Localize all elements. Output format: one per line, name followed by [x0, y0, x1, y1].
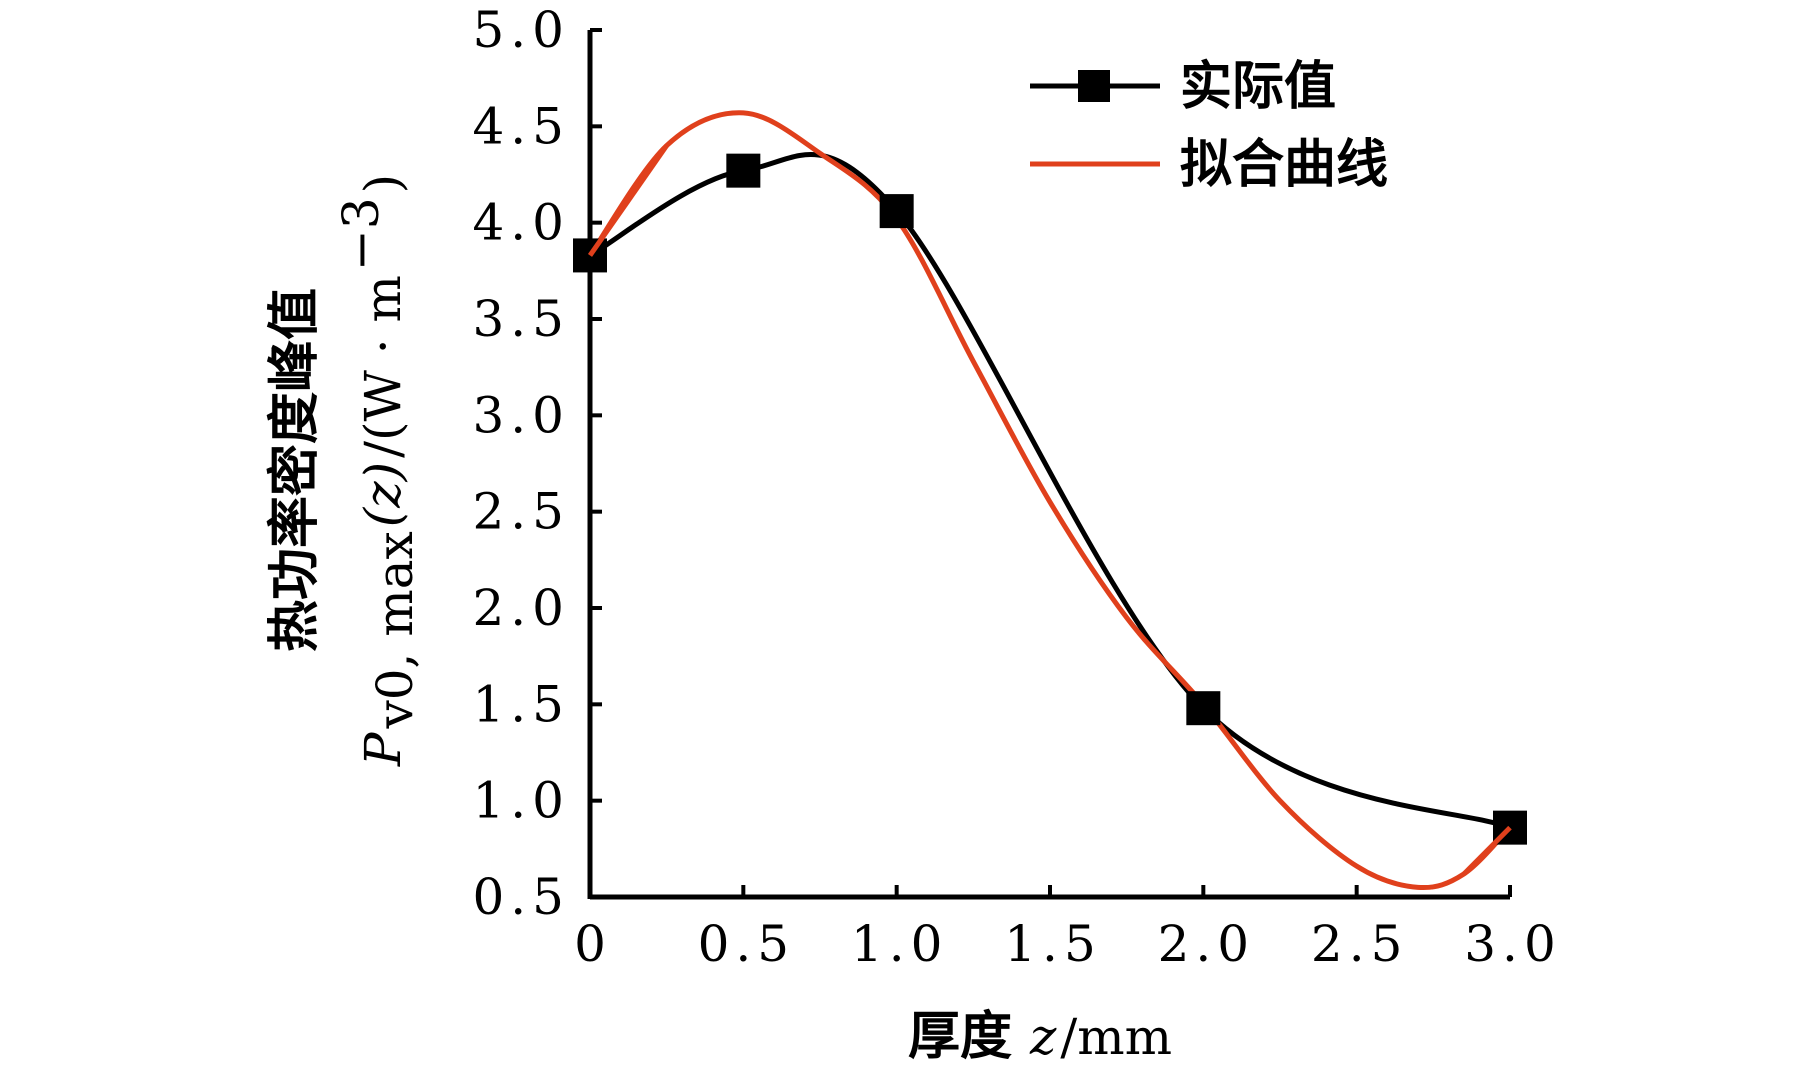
legend: 实际值 拟合曲线 — [1030, 57, 1388, 195]
x-axis-title: 厚度 z /mm — [908, 1007, 1172, 1067]
y-axis-title-line1-group: 热功率密度峰值 — [265, 288, 325, 652]
actual-point-marker — [726, 153, 761, 188]
y-tick-label: 4.0 — [472, 194, 570, 252]
y-axis-title-arg: (z) — [354, 462, 412, 527]
legend-actual-label: 实际值 — [1180, 57, 1336, 117]
legend-item-actual: 实际值 — [1030, 57, 1336, 117]
series-actual-line — [588, 152, 1511, 830]
y-tick-label: 2.5 — [472, 483, 570, 541]
series-layer — [573, 110, 1527, 891]
x-tick-label: 1.0 — [851, 915, 949, 973]
y-tick-label: 3.0 — [472, 386, 570, 444]
x-tick-label: 0 — [574, 915, 612, 973]
y-axis: 0.5 1.0 1.5 2.0 2.5 3.0 3.5 4.0 4.5 5.0 — [472, 1, 602, 926]
y-tick-label: 1.5 — [472, 675, 570, 733]
y-tick-label: 3.5 — [472, 290, 570, 348]
x-tick-label: 1.5 — [1004, 915, 1102, 973]
x-tick-label: 0.5 — [698, 915, 796, 973]
x-axis-title-cn: 厚度 — [908, 1007, 1012, 1067]
x-tick-label: 3.0 — [1464, 915, 1562, 973]
series-fit-line-start — [587, 144, 669, 257]
y-tick-label: 5.0 — [472, 1, 570, 59]
legend-actual-marker — [1078, 70, 1110, 102]
y-axis-title-sub: v0, max — [366, 531, 424, 729]
y-tick-label: 4.5 — [472, 97, 570, 155]
series-fit-line — [587, 110, 1512, 891]
y-tick-label: 1.0 — [472, 772, 570, 830]
x-axis-title-unit: /mm — [1060, 1008, 1172, 1066]
y-tick-label: 0.5 — [472, 868, 570, 926]
legend-item-fit: 拟合曲线 — [1030, 135, 1388, 195]
x-tick-label: 2.0 — [1158, 915, 1256, 973]
actual-point-marker — [879, 194, 914, 229]
y-axis-title-cn: 热功率密度峰值 — [265, 288, 325, 652]
x-tick-label: 2.5 — [1311, 915, 1409, 973]
series-fit-line-end — [1462, 825, 1512, 876]
y-axis-title-exp: −3 — [332, 197, 390, 271]
y-axis-title-sym: P — [354, 731, 412, 767]
x-axis-title-var: z — [1029, 1008, 1057, 1066]
legend-fit-label: 拟合曲线 — [1180, 135, 1388, 195]
actual-point-marker — [1186, 691, 1221, 726]
y-axis-title-expr: P v0, max (z) /(W · m −3 ) — [332, 174, 424, 767]
y-tick-label: 2.0 — [472, 579, 570, 637]
y-axis-title-unit: /(W · m — [354, 275, 412, 458]
y-axis-title-close: ) — [354, 174, 412, 194]
x-axis: 0 0.5 1.0 1.5 2.0 2.5 3.0 — [574, 885, 1562, 973]
y-axis-title-line2-group: P v0, max (z) /(W · m −3 ) — [332, 174, 424, 767]
